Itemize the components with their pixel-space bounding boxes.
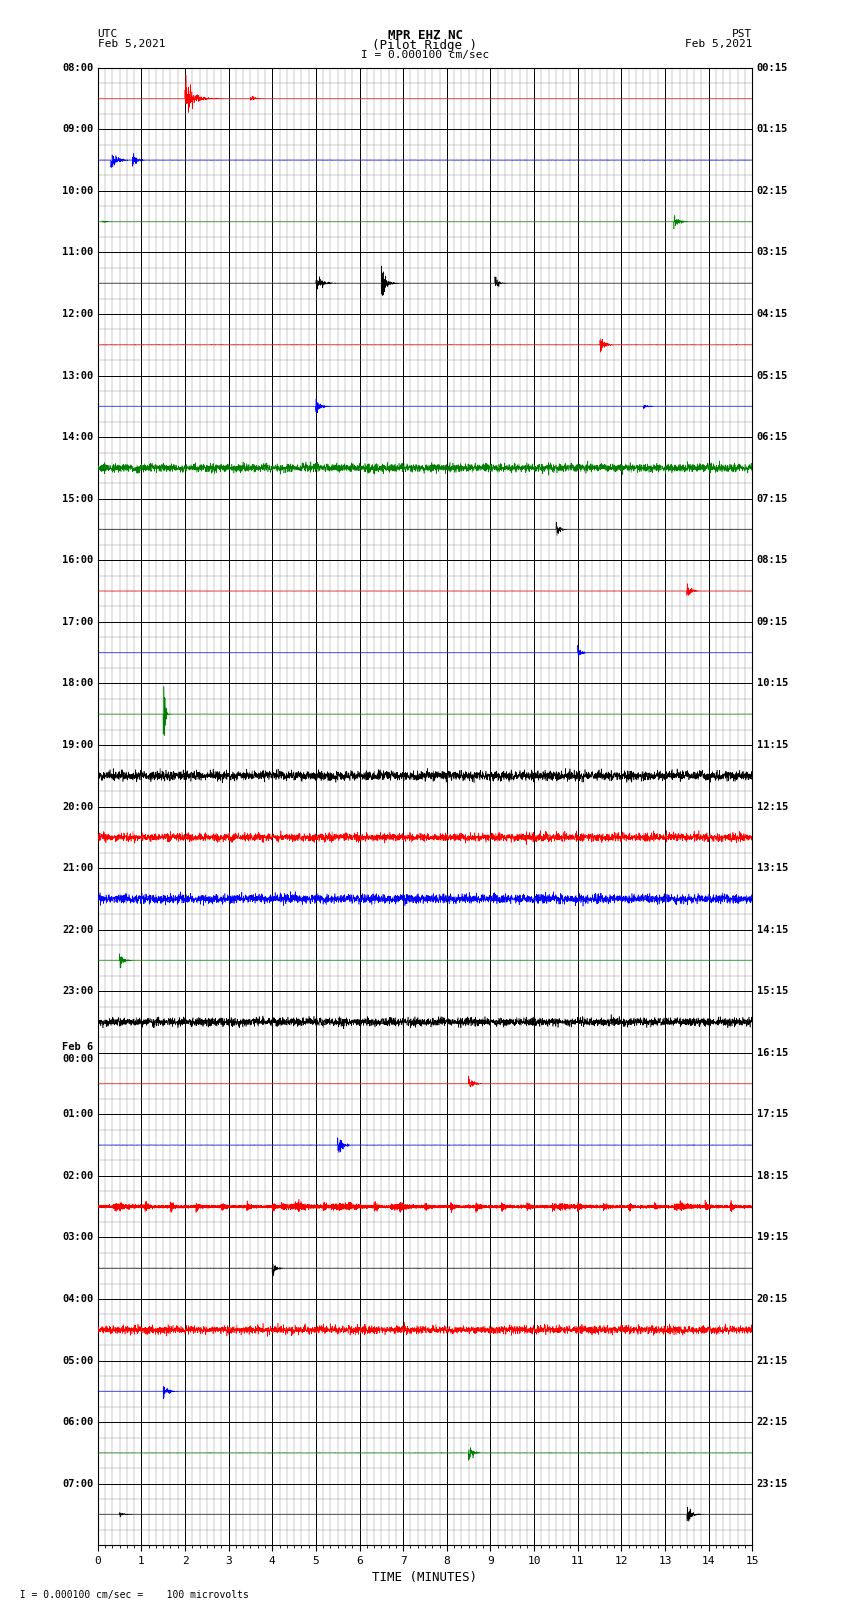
Text: 19:00: 19:00: [62, 740, 94, 750]
Text: 17:15: 17:15: [756, 1110, 788, 1119]
Text: 04:00: 04:00: [62, 1294, 94, 1303]
Text: 16:00: 16:00: [62, 555, 94, 565]
Text: 23:15: 23:15: [756, 1479, 788, 1489]
Text: 03:15: 03:15: [756, 247, 788, 258]
Text: 12:15: 12:15: [756, 802, 788, 811]
Text: 16:15: 16:15: [756, 1048, 788, 1058]
Text: I = 0.000100 cm/sec: I = 0.000100 cm/sec: [361, 50, 489, 60]
Text: 23:00: 23:00: [62, 986, 94, 997]
Text: Feb 5,2021: Feb 5,2021: [98, 39, 165, 48]
Text: 12:00: 12:00: [62, 310, 94, 319]
Text: 08:00: 08:00: [62, 63, 94, 73]
Text: 19:15: 19:15: [756, 1232, 788, 1242]
Text: 15:00: 15:00: [62, 494, 94, 503]
Text: 11:00: 11:00: [62, 247, 94, 258]
Text: 09:00: 09:00: [62, 124, 94, 134]
Text: 21:00: 21:00: [62, 863, 94, 873]
Text: 02:15: 02:15: [756, 185, 788, 195]
Text: 01:00: 01:00: [62, 1110, 94, 1119]
Text: Feb 5,2021: Feb 5,2021: [685, 39, 752, 48]
Text: 01:15: 01:15: [756, 124, 788, 134]
Text: 07:00: 07:00: [62, 1479, 94, 1489]
Text: 06:15: 06:15: [756, 432, 788, 442]
Text: 04:15: 04:15: [756, 310, 788, 319]
Text: 05:00: 05:00: [62, 1355, 94, 1366]
Text: 14:00: 14:00: [62, 432, 94, 442]
Text: 00:15: 00:15: [756, 63, 788, 73]
Text: 18:00: 18:00: [62, 679, 94, 689]
Text: 20:00: 20:00: [62, 802, 94, 811]
Text: I = 0.000100 cm/sec =    100 microvolts: I = 0.000100 cm/sec = 100 microvolts: [8, 1590, 249, 1600]
Text: 09:15: 09:15: [756, 616, 788, 627]
Text: 05:15: 05:15: [756, 371, 788, 381]
Text: 14:15: 14:15: [756, 924, 788, 934]
X-axis label: TIME (MINUTES): TIME (MINUTES): [372, 1571, 478, 1584]
Text: 21:15: 21:15: [756, 1355, 788, 1366]
Text: (Pilot Ridge ): (Pilot Ridge ): [372, 39, 478, 52]
Text: 15:15: 15:15: [756, 986, 788, 997]
Text: 13:00: 13:00: [62, 371, 94, 381]
Text: 20:15: 20:15: [756, 1294, 788, 1303]
Text: 08:15: 08:15: [756, 555, 788, 565]
Text: 17:00: 17:00: [62, 616, 94, 627]
Text: 06:00: 06:00: [62, 1418, 94, 1428]
Text: MPR EHZ NC: MPR EHZ NC: [388, 29, 462, 42]
Text: 22:00: 22:00: [62, 924, 94, 934]
Text: 13:15: 13:15: [756, 863, 788, 873]
Text: 02:00: 02:00: [62, 1171, 94, 1181]
Text: 11:15: 11:15: [756, 740, 788, 750]
Text: 10:00: 10:00: [62, 185, 94, 195]
Text: Feb 6
00:00: Feb 6 00:00: [62, 1042, 94, 1063]
Text: 03:00: 03:00: [62, 1232, 94, 1242]
Text: 07:15: 07:15: [756, 494, 788, 503]
Text: 10:15: 10:15: [756, 679, 788, 689]
Text: 22:15: 22:15: [756, 1418, 788, 1428]
Text: UTC: UTC: [98, 29, 118, 39]
Text: 18:15: 18:15: [756, 1171, 788, 1181]
Text: PST: PST: [732, 29, 752, 39]
